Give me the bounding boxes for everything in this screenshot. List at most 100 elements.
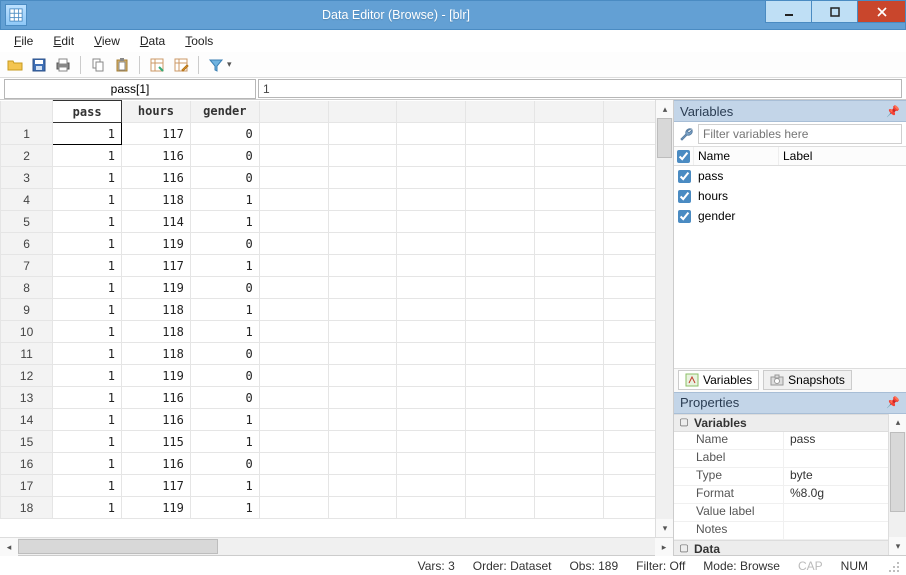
dropdown-arrow-icon[interactable]: ▾: [227, 59, 232, 70]
cell[interactable]: [328, 321, 397, 343]
paste-button[interactable]: [111, 54, 133, 76]
cell[interactable]: [328, 365, 397, 387]
cell[interactable]: 119: [122, 277, 191, 299]
property-row[interactable]: Typebyte: [674, 468, 888, 486]
cell[interactable]: 116: [122, 453, 191, 475]
row-number[interactable]: 15: [1, 431, 53, 453]
cell[interactable]: 1: [53, 145, 122, 167]
cell[interactable]: [328, 167, 397, 189]
cell[interactable]: [466, 321, 535, 343]
horizontal-scrollbar[interactable]: ◂ ▸: [0, 537, 673, 555]
cell[interactable]: [466, 277, 535, 299]
cell[interactable]: [259, 321, 328, 343]
cell[interactable]: 118: [122, 321, 191, 343]
cell[interactable]: [328, 211, 397, 233]
variables-check-all[interactable]: [674, 147, 694, 165]
properties-scrollbar[interactable]: ▴ ▾: [888, 414, 906, 556]
cell[interactable]: [535, 321, 604, 343]
cell[interactable]: [259, 167, 328, 189]
column-header[interactable]: gender: [190, 101, 259, 123]
cell[interactable]: 1: [190, 255, 259, 277]
cell[interactable]: [535, 365, 604, 387]
column-header[interactable]: hours: [122, 101, 191, 123]
save-button[interactable]: [28, 54, 50, 76]
cell[interactable]: [466, 431, 535, 453]
cell[interactable]: 117: [122, 475, 191, 497]
cell[interactable]: 1: [190, 189, 259, 211]
cell[interactable]: [397, 497, 466, 519]
minimize-button[interactable]: [765, 1, 811, 23]
scroll-right-button[interactable]: ▸: [655, 538, 673, 556]
cell[interactable]: [328, 387, 397, 409]
cell[interactable]: [466, 255, 535, 277]
row-number[interactable]: 17: [1, 475, 53, 497]
variables-filter-input[interactable]: [698, 124, 902, 144]
cell[interactable]: 116: [122, 145, 191, 167]
cell[interactable]: 1: [53, 123, 122, 145]
close-button[interactable]: [857, 1, 905, 23]
cell[interactable]: 1: [53, 255, 122, 277]
variable-checkbox[interactable]: [678, 190, 691, 203]
row-number[interactable]: 8: [1, 277, 53, 299]
cell[interactable]: 1: [53, 233, 122, 255]
cell[interactable]: 1: [53, 365, 122, 387]
variable-row[interactable]: gender: [674, 206, 906, 226]
cell[interactable]: 117: [122, 123, 191, 145]
cell[interactable]: [466, 497, 535, 519]
scroll-thumb[interactable]: [657, 118, 672, 158]
maximize-button[interactable]: [811, 1, 857, 23]
cell[interactable]: 1: [53, 409, 122, 431]
vertical-scrollbar[interactable]: ▴ ▾: [655, 100, 673, 537]
cell[interactable]: 1: [53, 453, 122, 475]
cell[interactable]: 0: [190, 233, 259, 255]
cell[interactable]: 1: [190, 497, 259, 519]
properties-section-variables[interactable]: ▢Variables: [674, 414, 888, 432]
variable-checkbox[interactable]: [678, 170, 691, 183]
cell[interactable]: [397, 167, 466, 189]
cell[interactable]: 0: [190, 167, 259, 189]
variable-checkbox[interactable]: [678, 210, 691, 223]
cell[interactable]: 0: [190, 145, 259, 167]
cell[interactable]: [397, 299, 466, 321]
cell[interactable]: [259, 409, 328, 431]
cell[interactable]: [259, 475, 328, 497]
cell[interactable]: [328, 497, 397, 519]
property-row[interactable]: Label: [674, 450, 888, 468]
cell[interactable]: 116: [122, 167, 191, 189]
cell[interactable]: [259, 145, 328, 167]
row-number[interactable]: 7: [1, 255, 53, 277]
cell[interactable]: 0: [190, 123, 259, 145]
properties-grid[interactable]: ▢VariablesNamepassLabelTypebyteFormat%8.…: [674, 414, 888, 556]
variables-panel-header[interactable]: Variables 📌: [674, 100, 906, 122]
cell[interactable]: [328, 453, 397, 475]
cell[interactable]: [259, 343, 328, 365]
cell[interactable]: 1: [53, 387, 122, 409]
cell[interactable]: [397, 343, 466, 365]
cell[interactable]: [328, 123, 397, 145]
cell[interactable]: [397, 189, 466, 211]
cell[interactable]: [535, 497, 604, 519]
row-number[interactable]: 11: [1, 343, 53, 365]
cell[interactable]: [535, 233, 604, 255]
cell[interactable]: [397, 277, 466, 299]
cell[interactable]: [397, 123, 466, 145]
row-number[interactable]: 4: [1, 189, 53, 211]
cell[interactable]: 0: [190, 277, 259, 299]
cell[interactable]: [328, 475, 397, 497]
variable-row[interactable]: hours: [674, 186, 906, 206]
cell[interactable]: 1: [53, 189, 122, 211]
cell[interactable]: [466, 365, 535, 387]
cell[interactable]: 0: [190, 387, 259, 409]
cell[interactable]: [328, 431, 397, 453]
cell[interactable]: [397, 387, 466, 409]
scroll-thumb[interactable]: [890, 432, 905, 512]
cell[interactable]: 0: [190, 365, 259, 387]
cell[interactable]: [466, 145, 535, 167]
cell[interactable]: 115: [122, 431, 191, 453]
cell[interactable]: [259, 365, 328, 387]
menu-tools[interactable]: Tools: [175, 32, 223, 50]
cell[interactable]: [328, 145, 397, 167]
property-row[interactable]: Namepass: [674, 432, 888, 450]
cell[interactable]: [397, 233, 466, 255]
wrench-icon[interactable]: [678, 126, 694, 142]
